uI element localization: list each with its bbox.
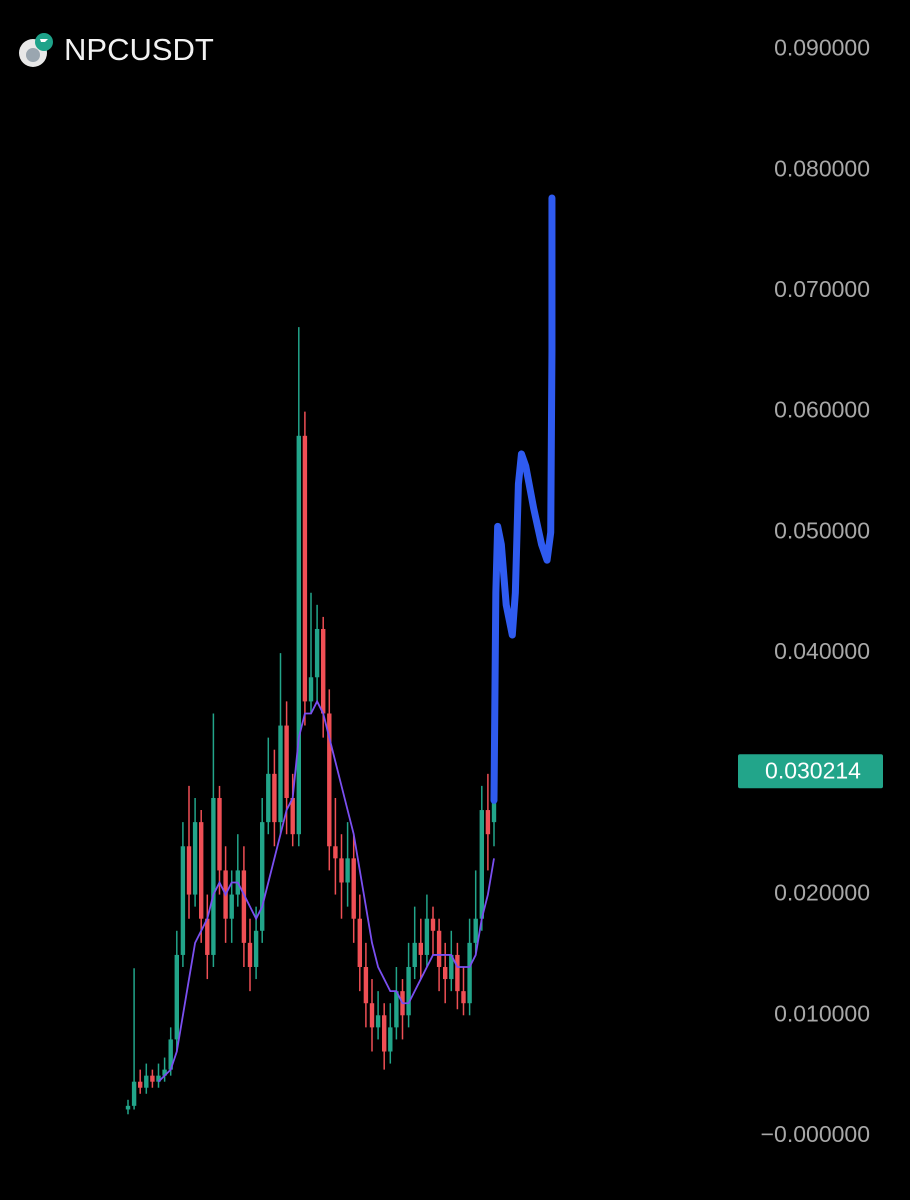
candle-body [412,942,417,968]
candle-body [150,1075,155,1082]
candle-body [144,1075,149,1088]
candle-body [278,725,283,823]
candle-body [345,858,350,883]
candle-body [461,991,466,1004]
candle-body [125,1105,131,1110]
candle-body [138,1081,143,1088]
candle-body [260,822,265,931]
candle-body [485,810,491,835]
y-tick-label: 0.010000 [774,1000,870,1026]
candle-body [473,918,478,943]
candle-body [449,954,454,980]
candle-body [418,942,423,955]
logo [19,33,53,67]
candle-body [174,954,179,1040]
candle-body [156,1075,161,1082]
candle-body [339,858,344,883]
y-tick-label: −0.000000 [761,1121,870,1147]
candle-body [455,954,460,992]
candle-body [253,930,259,968]
candle-body [327,713,332,847]
symbol-title: NPCUSDT [64,32,214,67]
candle-body [333,846,338,859]
drawn-projection [490,194,556,804]
candle-body [192,822,198,895]
y-tick-label: 0.020000 [774,880,870,906]
candle-body [199,822,204,919]
y-tick-label: 0.070000 [774,276,870,302]
candle-body [290,797,295,835]
moving-average [157,699,495,1083]
candle-body [229,894,234,919]
candle-body [443,967,448,980]
candle-body [217,797,222,871]
candle-body [308,677,314,702]
candle-body [430,918,436,931]
y-tick-label: 0.050000 [774,517,870,543]
candle-body [375,1015,381,1028]
candle-body [388,1027,393,1052]
candle-body [467,942,472,1004]
candle-body [168,1039,173,1070]
candle-body [479,810,484,919]
candle-body [296,435,301,835]
candle-body [211,797,216,955]
y-tick-label: 0.080000 [774,155,870,181]
candle-body [131,1081,137,1106]
candle-body [357,918,362,968]
candle-body [241,870,247,943]
candle-body [406,967,411,1016]
candle-body [369,1003,375,1028]
candle-body [186,846,192,895]
candle-body [162,1069,167,1076]
y-tick-label: 0.040000 [774,638,870,664]
candle-body [394,991,399,1028]
candle-body [436,930,442,968]
candle-body [382,1015,387,1052]
candle-body [272,773,277,823]
y-tick-label: 0.090000 [774,35,870,61]
candle-body [363,967,369,1004]
y-tick-label: 0.060000 [774,397,870,423]
last-price-box [738,754,883,789]
candle-body [205,918,210,955]
last-price-label: 0.030214 [765,757,861,783]
candle-body [424,918,430,955]
candle-body [321,628,326,714]
candle-body [247,942,253,968]
candle-body [314,628,320,678]
candle-body [284,725,289,798]
candle-body [351,858,356,919]
candle-body [266,773,271,823]
candle-body [180,846,186,955]
candle-body [302,435,308,702]
